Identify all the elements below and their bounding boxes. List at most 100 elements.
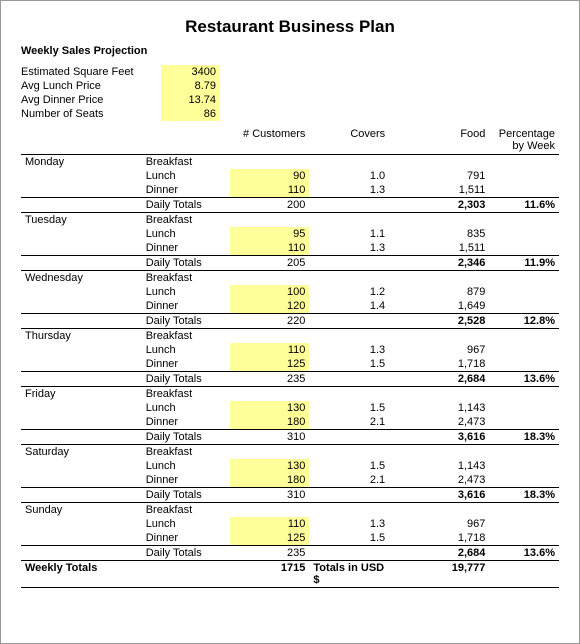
- dinner-cust: 125: [230, 357, 310, 372]
- dinner-cov: 1.4: [309, 299, 389, 314]
- daily-pct: 12.8%: [489, 314, 559, 329]
- weekly-food: 19,777: [389, 561, 489, 588]
- day-row-dinner: Dinner1101.31,511: [21, 241, 559, 256]
- day-row-breakfast: SundayBreakfast: [21, 503, 559, 518]
- lunch-food: 1,143: [389, 459, 489, 473]
- day-row-breakfast: FridayBreakfast: [21, 387, 559, 402]
- lunch-cov: 1.1: [309, 227, 389, 241]
- day-name: Tuesday: [21, 213, 142, 228]
- est-lunch-val: 8.79: [161, 79, 220, 93]
- meal-dinner: Dinner: [142, 531, 230, 546]
- dinner-food: 2,473: [389, 415, 489, 430]
- daily-pct: 11.6%: [489, 198, 559, 213]
- dinner-food: 1,511: [389, 183, 489, 198]
- lunch-cov: 1.2: [309, 285, 389, 299]
- lunch-cust: 130: [230, 401, 310, 415]
- est-seats-label: Number of Seats: [21, 107, 161, 121]
- meal-dinner: Dinner: [142, 299, 230, 314]
- day-row-lunch: Lunch1101.3967: [21, 343, 559, 357]
- hdr-covers: Covers: [309, 127, 389, 155]
- daily-pct: 11.9%: [489, 256, 559, 271]
- day-row-dinner: Dinner1201.41,649: [21, 299, 559, 314]
- day-row-lunch: Lunch901.0791: [21, 169, 559, 183]
- dinner-cov: 1.3: [309, 183, 389, 198]
- meal-breakfast: Breakfast: [142, 387, 230, 402]
- meal-daily-totals: Daily Totals: [142, 372, 230, 387]
- day-row-lunch: Lunch1101.3967: [21, 517, 559, 531]
- day-name: Sunday: [21, 503, 142, 518]
- meal-lunch: Lunch: [142, 227, 230, 241]
- day-row-lunch: Lunch1001.2879: [21, 285, 559, 299]
- dinner-food: 1,718: [389, 531, 489, 546]
- dinner-food: 2,473: [389, 473, 489, 488]
- table-header-row: # Customers Covers Food Percentage by We…: [21, 127, 559, 155]
- day-row-breakfast: WednesdayBreakfast: [21, 271, 559, 286]
- dinner-cust: 180: [230, 415, 310, 430]
- daily-pct: 13.6%: [489, 372, 559, 387]
- day-name: Monday: [21, 155, 142, 170]
- meal-daily-totals: Daily Totals: [142, 256, 230, 271]
- day-name: Friday: [21, 387, 142, 402]
- page-subtitle: Weekly Sales Projection: [21, 45, 559, 57]
- meal-dinner: Dinner: [142, 183, 230, 198]
- daily-pct: 18.3%: [489, 488, 559, 503]
- lunch-food: 967: [389, 343, 489, 357]
- meal-breakfast: Breakfast: [142, 503, 230, 518]
- lunch-food: 879: [389, 285, 489, 299]
- lunch-cov: 1.0: [309, 169, 389, 183]
- estimates-table: Estimated Square Feet 3400 Avg Lunch Pri…: [21, 65, 220, 121]
- daily-pct: 13.6%: [489, 546, 559, 561]
- daily-food: 2,528: [389, 314, 489, 329]
- day-row-total: Daily Totals2352,68413.6%: [21, 546, 559, 561]
- daily-pct: 18.3%: [489, 430, 559, 445]
- meal-lunch: Lunch: [142, 343, 230, 357]
- day-row-dinner: Dinner1802.12,473: [21, 473, 559, 488]
- document-page: Restaurant Business Plan Weekly Sales Pr…: [0, 0, 580, 644]
- meal-lunch: Lunch: [142, 459, 230, 473]
- dinner-cust: 110: [230, 183, 310, 198]
- lunch-cust: 90: [230, 169, 310, 183]
- meal-breakfast: Breakfast: [142, 213, 230, 228]
- hdr-food: Food: [389, 127, 489, 155]
- est-lunch-label: Avg Lunch Price: [21, 79, 161, 93]
- meal-lunch: Lunch: [142, 517, 230, 531]
- daily-food: 3,616: [389, 488, 489, 503]
- weekly-cust: 1715: [230, 561, 310, 588]
- meal-breakfast: Breakfast: [142, 155, 230, 170]
- dinner-cust: 120: [230, 299, 310, 314]
- daily-food: 2,684: [389, 372, 489, 387]
- day-row-total: Daily Totals2352,68413.6%: [21, 372, 559, 387]
- daily-food: 2,303: [389, 198, 489, 213]
- dinner-food: 1,649: [389, 299, 489, 314]
- lunch-cust: 95: [230, 227, 310, 241]
- meal-daily-totals: Daily Totals: [142, 488, 230, 503]
- lunch-cov: 1.3: [309, 517, 389, 531]
- hdr-customers: # Customers: [230, 127, 310, 155]
- daily-food: 2,346: [389, 256, 489, 271]
- day-row-breakfast: TuesdayBreakfast: [21, 213, 559, 228]
- meal-daily-totals: Daily Totals: [142, 546, 230, 561]
- meal-lunch: Lunch: [142, 401, 230, 415]
- est-dinner-label: Avg Dinner Price: [21, 93, 161, 107]
- day-row-breakfast: MondayBreakfast: [21, 155, 559, 170]
- day-row-breakfast: ThursdayBreakfast: [21, 329, 559, 344]
- day-row-dinner: Dinner1802.12,473: [21, 415, 559, 430]
- day-name: Wednesday: [21, 271, 142, 286]
- day-row-dinner: Dinner1251.51,718: [21, 357, 559, 372]
- daily-cust: 200: [230, 198, 310, 213]
- dinner-cov: 1.5: [309, 357, 389, 372]
- lunch-cust: 100: [230, 285, 310, 299]
- meal-daily-totals: Daily Totals: [142, 198, 230, 213]
- lunch-cov: 1.5: [309, 401, 389, 415]
- dinner-food: 1,718: [389, 357, 489, 372]
- day-row-total: Daily Totals200 2,30311.6%: [21, 198, 559, 213]
- meal-dinner: Dinner: [142, 415, 230, 430]
- day-row-dinner: Dinner1101.31,511: [21, 183, 559, 198]
- page-title: Restaurant Business Plan: [21, 17, 559, 37]
- day-name: Saturday: [21, 445, 142, 460]
- meal-breakfast: Breakfast: [142, 445, 230, 460]
- lunch-food: 835: [389, 227, 489, 241]
- daily-cust: 220: [230, 314, 310, 329]
- est-seats-val: 86: [161, 107, 220, 121]
- hdr-pct: Percentage by Week: [489, 127, 559, 155]
